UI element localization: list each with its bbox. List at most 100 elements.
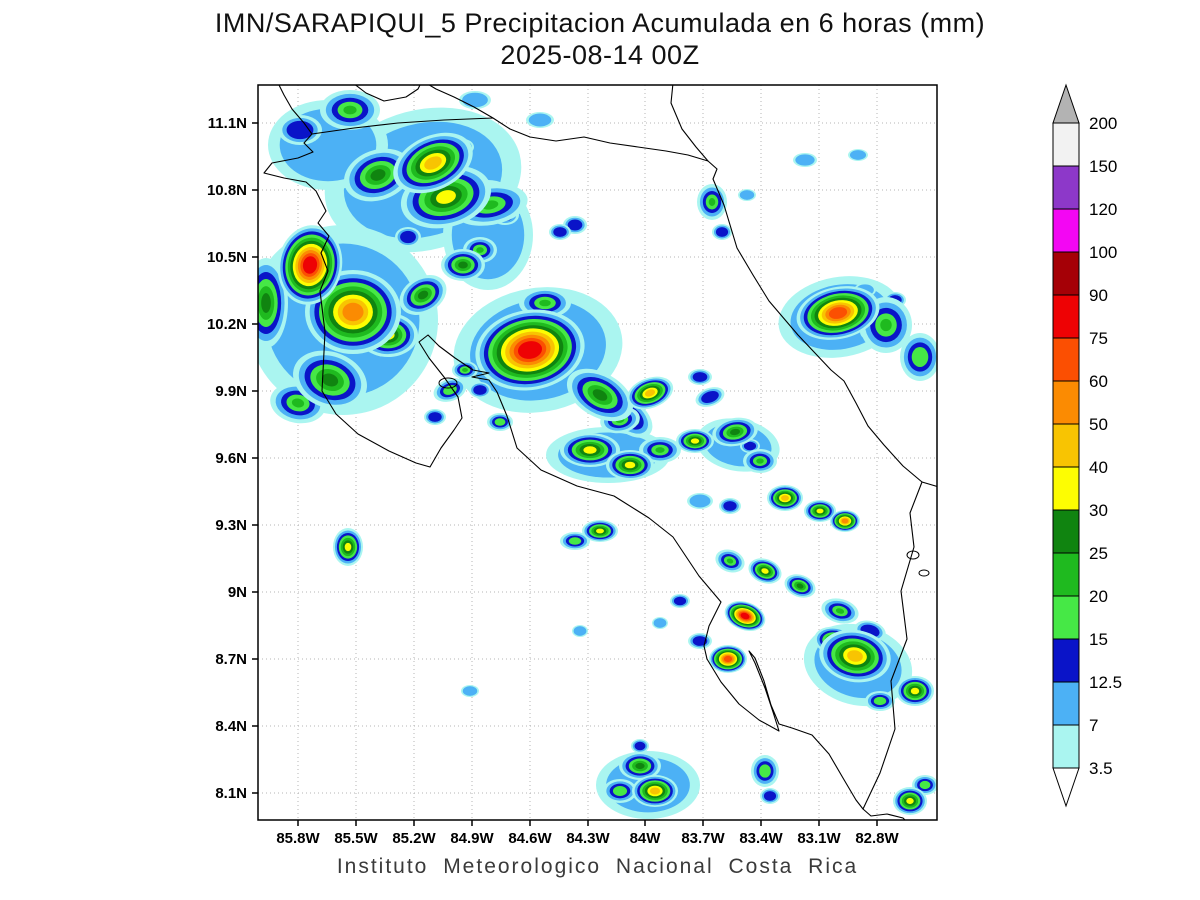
precip-cell: [632, 775, 678, 807]
lon-tick-label: 83.4W: [739, 830, 783, 847]
lat-tick-label: 8.7N: [215, 651, 247, 668]
lon-tick-label: 84.3W: [566, 830, 610, 847]
precip-cell: [804, 500, 836, 522]
colorbar-band: [1052, 466, 1080, 511]
colorbar-band: [1052, 251, 1080, 296]
precip-cell: [278, 115, 322, 145]
precip-cell: [865, 691, 895, 711]
precip-cell: [652, 617, 668, 629]
precip-cell: [743, 449, 777, 473]
precip-cell: [751, 755, 779, 787]
colorbar-tick-label: 15: [1089, 630, 1108, 649]
precip-cell: [560, 433, 620, 467]
precip-cell: [900, 333, 937, 381]
colorbar-band: [1052, 509, 1080, 554]
precip-cell: [695, 387, 725, 407]
precip-cell: [719, 498, 741, 514]
lat-tick-label: 8.1N: [215, 785, 247, 802]
precip-cell: [393, 132, 473, 194]
colorbar-tick-label: 60: [1089, 372, 1108, 391]
precip-cell: [560, 532, 590, 550]
lon-tick-label: 83.1W: [797, 830, 841, 847]
colorbar-band: [1052, 595, 1080, 640]
precip-cell: [796, 286, 880, 340]
colorbar-tick-label: 75: [1089, 329, 1108, 348]
lat-tick-label: 9.6N: [215, 450, 247, 467]
colorbar-tick-label: 7: [1089, 716, 1098, 735]
colorbar-tick-label: 30: [1089, 501, 1108, 520]
precip-cell: [572, 625, 588, 637]
colorbar-tick-label: 40: [1089, 458, 1108, 477]
precipitation-cells: [258, 90, 937, 819]
colorbar-band: [1052, 294, 1080, 339]
precip-cell: [603, 779, 637, 803]
precip-cell: [760, 788, 780, 804]
precip-cell: [333, 528, 363, 566]
lon-tick-label: 85.8W: [276, 830, 320, 847]
precip-cell: [582, 520, 618, 542]
lat-tick-label: 10.2N: [207, 316, 247, 333]
precip-cell: [395, 227, 421, 247]
precip-cell: [748, 558, 782, 584]
precip-cell: [549, 224, 571, 240]
precip-cell: [344, 148, 412, 202]
colorbar-band: [1052, 380, 1080, 425]
colorbar-tick-label: 20: [1089, 587, 1108, 606]
precip-cell: [712, 417, 758, 447]
lon-tick-label: 84W: [630, 830, 662, 847]
precip-cell: [566, 368, 634, 422]
precip-cell: [821, 598, 859, 624]
lat-tick-label: 10.8N: [207, 182, 247, 199]
precip-cell: [320, 90, 380, 130]
map-frame: [257, 84, 938, 821]
colorbar-under-triangle: [1052, 767, 1080, 808]
colorbar-band: [1052, 122, 1080, 167]
map-area: 85.8W 85.5W 85.2W 84.9W 84.6W 84.3W 84W 83.7W 83…: [207, 84, 938, 847]
colorbar-tick-label: 90: [1089, 286, 1108, 305]
precip-cell: [563, 216, 587, 234]
precip-cell: [712, 224, 732, 240]
colorbar-tick-label: 3.5: [1089, 759, 1113, 778]
precip-cell: [606, 450, 654, 480]
precip-cell: [724, 601, 766, 631]
precip-cell: [469, 382, 491, 398]
precip-cell: [767, 485, 803, 511]
colorbar-band: [1052, 724, 1080, 769]
precip-cell: [293, 350, 367, 410]
precip-cell: [399, 275, 447, 315]
precip-cell: [893, 787, 927, 815]
colorbar-over-triangle: [1052, 83, 1080, 124]
colorbar-band: [1052, 681, 1080, 726]
precip-cell: [784, 574, 816, 598]
colorbar-band: [1052, 638, 1080, 683]
colorbar-tick-label: 50: [1089, 415, 1108, 434]
precip-cell: [461, 685, 479, 697]
precip-cell: [793, 153, 817, 167]
precip-cell: [452, 361, 478, 379]
precip-cell: [688, 369, 712, 385]
precip-cell: [670, 594, 690, 608]
colorbar-band: [1052, 165, 1080, 210]
lat-tick-label: 9.9N: [215, 383, 247, 400]
lon-tick-label: 82.8W: [855, 830, 899, 847]
colorbar: 200 150 120 100 90 75 60 50 40 30 25 20 15 12.5 7 3.5: [1052, 83, 1122, 808]
precip-cell: [830, 510, 860, 532]
colorbar-tick-label: 200: [1089, 114, 1117, 133]
colorbar-band: [1052, 337, 1080, 382]
precip-cell: [687, 493, 713, 509]
precip-cell: [626, 376, 674, 410]
footer-credit: Instituto Meteorologico Nacional Costa R…: [336, 855, 859, 878]
lon-tick-label: 84.6W: [508, 830, 552, 847]
colorbar-tick-label: 120: [1089, 200, 1117, 219]
precip-cell: [475, 309, 585, 391]
precip-cell: [631, 739, 649, 753]
colorbar-tick-label: 100: [1089, 243, 1117, 262]
lat-tick-label: 9.3N: [215, 517, 247, 534]
precip-cell: [487, 413, 513, 431]
precip-cell: [424, 409, 446, 425]
lon-tick-label: 84.9W: [450, 830, 494, 847]
colorbar-tick-label: 12.5: [1089, 673, 1122, 692]
map-date: 2025-08-14 00Z: [500, 40, 700, 70]
lat-tick-label: 8.4N: [215, 718, 247, 735]
